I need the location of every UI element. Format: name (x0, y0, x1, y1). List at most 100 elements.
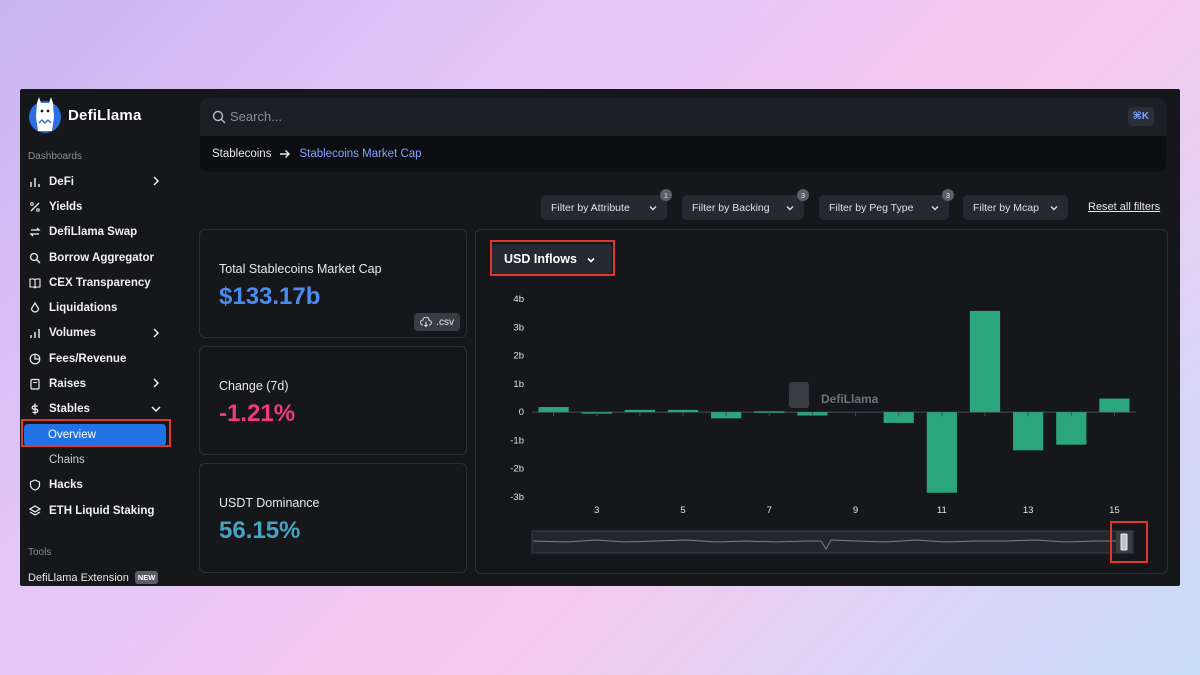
sidebar-item-label: Volumes (49, 327, 97, 340)
inflows-bar-chart[interactable]: 4b 3b 2b 1b 0 -1b -2b -3b 3 5 7 9 11 13 15 DefiLlama (476, 230, 1169, 575)
chart-bar[interactable] (754, 411, 785, 413)
y-tick-label: 1b (513, 379, 524, 390)
chart-bar[interactable] (1056, 412, 1087, 445)
zoom-slider[interactable] (531, 530, 1134, 554)
chart-bar[interactable] (1013, 412, 1044, 451)
change-label: Change (7d) (219, 379, 289, 393)
filter-mcap[interactable]: Filter by Mcap (963, 195, 1068, 220)
chevron-down-icon (931, 206, 939, 211)
breadcrumb-current[interactable]: Stablecoins Market Cap (299, 148, 422, 160)
dashboards-label: Dashboards (28, 151, 82, 162)
search-icon (212, 110, 226, 124)
chart-type-dropdown[interactable]: USD Inflows (492, 244, 612, 274)
dominance-value: 56.15% (219, 517, 301, 544)
sidebar-item-defi[interactable]: DeFi (20, 169, 190, 194)
chart-bar[interactable] (538, 407, 569, 413)
x-tick-label: 3 (594, 505, 599, 516)
filter-backing[interactable]: Filter by Backing 3 (682, 189, 809, 220)
sidebar-nav: DeFi Yields DefiLlama Swap Borrow Aggreg… (20, 169, 190, 523)
sidebar-item-label: Chains (49, 453, 85, 466)
filter-attribute[interactable]: Filter by Attribute 1 (541, 189, 672, 220)
bar-chart-icon (28, 175, 41, 188)
sidebar-item-eth-liquid-staking[interactable]: ETH Liquid Staking (20, 498, 190, 523)
bar-chart-icon (28, 327, 41, 340)
watermark-llama-icon (789, 382, 809, 408)
sidebar-item-raises[interactable]: Raises (20, 371, 190, 396)
y-tick-label: -1b (510, 435, 524, 446)
filter-count-badge: 3 (797, 189, 809, 201)
chart-panel: USD Inflows 4b 3b 2b 1b 0 -1b -2b -3b 3 5 7 9 11 13 1… (475, 229, 1168, 574)
filter-label: Filter by Peg Type (829, 201, 914, 214)
sidebar-item-label: Borrow Aggregator (49, 251, 154, 264)
sidebar-item-stables[interactable]: Stables (20, 397, 190, 422)
sidebar-item-label: Raises (49, 378, 87, 391)
search-input[interactable]: Search... (230, 109, 283, 124)
chart-bar[interactable] (667, 409, 699, 413)
download-csv-button[interactable]: .csv (414, 313, 460, 331)
sidebar-item-cex-transparency[interactable]: CEX Transparency (20, 270, 190, 295)
market-cap-card: Total Stablecoins Market Cap $133.17b .c… (199, 229, 467, 338)
search-icon (28, 251, 41, 264)
brand-name: DefiLlama (68, 106, 142, 124)
chart-bar[interactable] (883, 412, 914, 423)
sidebar-item-volumes[interactable]: Volumes (20, 321, 190, 346)
tools-label: Tools (28, 547, 52, 558)
chart-bar[interactable] (1099, 398, 1130, 413)
slider-handle[interactable] (1120, 533, 1128, 551)
market-cap-value: $133.17b (219, 283, 321, 310)
chevron-right-icon (153, 378, 160, 388)
filter-peg-type[interactable]: Filter by Peg Type 3 (819, 189, 954, 220)
chevron-down-icon (1050, 206, 1058, 211)
sidebar-item-borrow-aggregator[interactable]: Borrow Aggregator (20, 245, 190, 270)
pie-chart-icon (28, 352, 41, 365)
app-window: DefiLlama Dashboards DeFi Yields DefiLla… (20, 89, 1180, 586)
sidebar-item-liquidations[interactable]: Liquidations (20, 295, 190, 320)
arrow-right-icon (280, 150, 291, 158)
extension-label: DefiLlama Extension (28, 571, 129, 584)
change-value: -1.21% (219, 400, 296, 427)
chevron-down-icon (587, 257, 595, 263)
sidebar-item-label: Hacks (49, 479, 83, 492)
y-tick-label: 2b (513, 351, 524, 362)
dollar-icon (28, 403, 41, 416)
percent-icon (28, 200, 41, 213)
chevron-right-icon (153, 328, 160, 338)
sidebar-item-label: Fees/Revenue (49, 352, 127, 365)
brand-logo[interactable]: DefiLlama (28, 95, 142, 135)
y-tick-label: -2b (510, 464, 524, 475)
droplet-icon (28, 302, 41, 315)
layers-icon (28, 504, 41, 517)
chart-bar[interactable] (926, 412, 957, 493)
sidebar-item-label: DefiLlama Swap (49, 226, 138, 239)
sidebar-item-fees-revenue[interactable]: Fees/Revenue (20, 346, 190, 371)
x-tick-label: 13 (1023, 505, 1034, 516)
sidebar-item-label: DeFi (49, 175, 74, 188)
x-tick-label: 7 (767, 505, 772, 516)
llama-logo-icon (29, 97, 61, 133)
sidebar-item-swap[interactable]: DefiLlama Swap (20, 220, 190, 245)
reset-filters-link[interactable]: Reset all filters (1088, 201, 1161, 213)
search-bar[interactable]: Search... ⌘K (200, 98, 1166, 136)
change-card: Change (7d) -1.21% (199, 346, 467, 455)
slider-track (531, 530, 1134, 554)
sidebar-item-yields[interactable]: Yields (20, 194, 190, 219)
filter-label: Filter by Backing (692, 201, 770, 214)
x-tick-label: 9 (853, 505, 858, 516)
breadcrumb-root[interactable]: Stablecoins (212, 148, 272, 160)
watermark: DefiLlama (789, 382, 879, 408)
sidebar-sub-chains[interactable]: Chains (20, 447, 190, 472)
sidebar-item-label: CEX Transparency (49, 276, 151, 289)
filter-count-badge: 3 (942, 189, 954, 201)
sidebar-item-extension[interactable]: DefiLlama Extension NEW (28, 571, 159, 584)
x-tick-label: 5 (680, 505, 685, 516)
y-tick-label: 3b (513, 322, 524, 333)
sidebar-sub-overview[interactable]: Overview (24, 423, 166, 446)
chart-bar[interactable] (969, 310, 1001, 413)
header: Search... ⌘K Stablecoins Stablecoins Mar… (200, 98, 1166, 172)
breadcrumb: Stablecoins Stablecoins Market Cap (212, 148, 422, 160)
chevron-down-icon (151, 406, 161, 412)
cloud-download-icon (420, 317, 433, 327)
search-shortcut: ⌘K (1127, 107, 1154, 126)
sidebar-item-hacks[interactable]: Hacks (20, 473, 190, 498)
chart-bar[interactable] (624, 409, 655, 413)
